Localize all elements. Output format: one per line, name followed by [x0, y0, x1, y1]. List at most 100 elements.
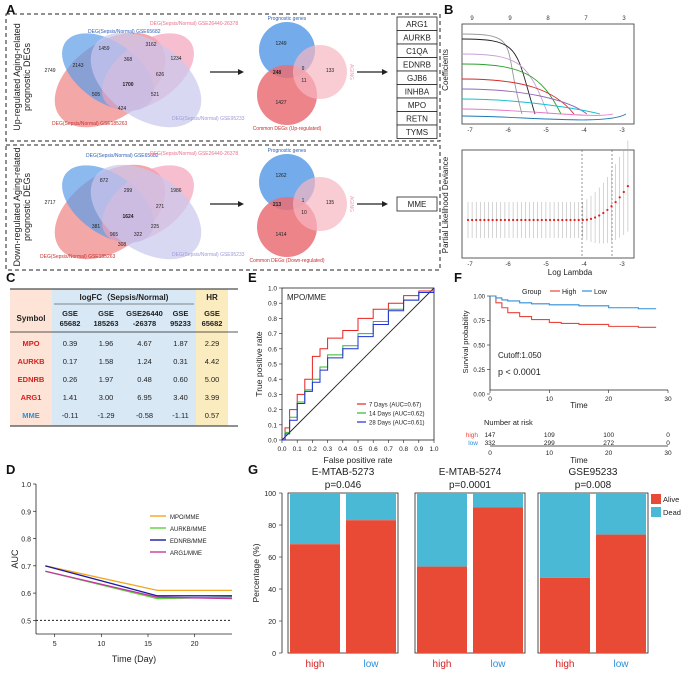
- f-risk-tick-label: 10: [546, 450, 554, 457]
- up3-n5: 11: [301, 78, 306, 84]
- b-deviance-point: [520, 218, 523, 222]
- down-n5: 1624: [122, 214, 133, 220]
- down-venn4-numbers: 2717 872 299 1986 381 1624 271 225 965 3…: [44, 178, 181, 248]
- g-bar-alive: [596, 534, 646, 653]
- c-row-value: 1.87: [173, 339, 188, 348]
- b-coef-path: [461, 113, 627, 121]
- e-x-tick-label: 0.5: [353, 446, 362, 453]
- b-x-tick: -7: [467, 262, 473, 268]
- b-deviance-point: [548, 218, 552, 222]
- up-gene-list: ARG1 AURKB C1QA EDNRB GJB6 INHBA MPO RETN TYMS: [396, 16, 438, 139]
- panel-c-letter: C: [6, 270, 16, 285]
- b-top-tick: 7: [584, 16, 588, 22]
- g-category-label: low: [363, 659, 379, 670]
- down-n9: 322: [134, 232, 143, 238]
- b-top-tick: 3: [622, 16, 626, 22]
- c-hr-bg: [196, 289, 228, 426]
- down-n4: 381: [92, 224, 101, 230]
- b-deviance-point: [503, 218, 506, 222]
- up3-n4: 1427: [275, 100, 286, 106]
- d-legend-label: ARG1/MME: [170, 551, 202, 557]
- down-venn3-diagram: [257, 154, 347, 257]
- b-top-tick: 9: [470, 16, 474, 22]
- f-risk-value: 0: [666, 432, 670, 439]
- f-risk-tick-label: 30: [664, 450, 672, 457]
- gene-label: MME: [408, 200, 427, 209]
- b-deviance-point: [585, 218, 589, 221]
- b-deviance-point: [602, 211, 605, 215]
- c-row-value: 4.67: [137, 339, 152, 348]
- gene-label: AURKB: [403, 34, 431, 43]
- down-n10: 308: [118, 242, 127, 248]
- d-x-tick-label: 20: [191, 641, 199, 648]
- panel-b-lasso: 9 9 8 7 3 -7 -7 -6 -6 -5 -5 -4 -4 -3 -3: [461, 16, 635, 268]
- f-legend-label: Low: [594, 289, 608, 296]
- b-deviance-point: [565, 218, 568, 222]
- g-subpanel-frame: [287, 492, 399, 654]
- down3-n2: 1: [302, 198, 305, 204]
- c-row-value: -1.29: [97, 411, 114, 420]
- g-bar-dead: [417, 493, 467, 567]
- b-coef-path: [461, 98, 601, 115]
- b-top-frame: [461, 23, 635, 125]
- f-y-tick-label: 0.75: [473, 319, 485, 325]
- panel-a-up-frame: [5, 13, 441, 142]
- up-n8: 1700: [122, 82, 133, 88]
- b-deviance-point: [626, 185, 630, 188]
- c-row-value: -0.11: [62, 411, 79, 420]
- c-row-symbol: EDNRB: [18, 375, 45, 384]
- f-xlabel: Time: [570, 401, 588, 410]
- down-label-95233: DEG(Sepsis/Normal) GSE95233: [172, 252, 245, 258]
- b-deviance-point: [495, 218, 498, 222]
- d-legend-label: EDNRB/MME: [170, 539, 207, 545]
- down-n8: 965: [110, 232, 119, 238]
- g-bar-alive: [290, 544, 340, 653]
- up3-n1: 248: [273, 70, 282, 76]
- g-y-tick-label: 40: [268, 587, 276, 594]
- b-deviance-point: [589, 217, 593, 220]
- e-y-tick-label: 0.2: [268, 407, 277, 414]
- f-y-tick-label: 1.00: [473, 295, 485, 301]
- d-series-line: [45, 565, 232, 592]
- e-xlabel: False positive rate: [324, 455, 393, 465]
- e-ylabel: True positive rate: [254, 331, 264, 397]
- up-venn3-label-common: Common DEGs (Up-regulated): [253, 126, 322, 132]
- c-column-header-2: 65682: [60, 319, 81, 328]
- gene-box: [396, 124, 438, 139]
- up-n5: 368: [124, 57, 133, 63]
- c-row-value: 0.17: [63, 357, 78, 366]
- d-series-line: [45, 565, 232, 597]
- down-venn3-label-common: Common DEGs (Down-regulated): [249, 258, 324, 264]
- b-deviance-point: [544, 218, 548, 222]
- f-risk-row-label: high: [466, 432, 479, 439]
- b-deviance-point: [532, 218, 535, 222]
- g-bar-dead: [540, 493, 590, 578]
- up-venn4-numbers: 2749 1459 3162 1234 505 368 2143 626 170…: [44, 42, 181, 112]
- e-y-tick-label: 0.8: [268, 316, 277, 323]
- f-y-tick-label: 0.00: [473, 393, 485, 399]
- up-venn3-label-aging: AGING: [348, 64, 354, 80]
- f-x-tick-label: 10: [546, 396, 554, 403]
- venn3-aging: [293, 45, 347, 99]
- b-deviance-point: [606, 208, 609, 212]
- b-deviance-point: [475, 218, 478, 222]
- panel-a-letter: A: [6, 2, 16, 17]
- g-legend-label: Alive: [663, 495, 679, 504]
- c-row-value: 5.00: [205, 375, 220, 384]
- g-legend-label: Dead: [663, 508, 681, 517]
- down-arrow-1: [210, 201, 244, 207]
- down-n0: 2717: [44, 200, 55, 206]
- d-y-tick-label: 1.0: [21, 482, 31, 489]
- up-n9: 521: [151, 92, 160, 98]
- down-n1: 872: [100, 178, 109, 184]
- c-group-header: logFC（Sepsis/Normal): [80, 292, 169, 302]
- f-legend-label: High: [562, 289, 577, 296]
- e-x-tick-label: 0.1: [293, 446, 302, 453]
- c-row-value: 4.42: [205, 357, 220, 366]
- g-subpanel-pvalue: p=0.008: [575, 480, 612, 491]
- f-risk-row-label: low: [468, 440, 478, 447]
- e-y-tick-label: 0.7: [268, 331, 277, 338]
- g-category-label: high: [556, 659, 575, 670]
- g-bar-alive: [473, 507, 523, 653]
- g-category-label: low: [613, 659, 629, 670]
